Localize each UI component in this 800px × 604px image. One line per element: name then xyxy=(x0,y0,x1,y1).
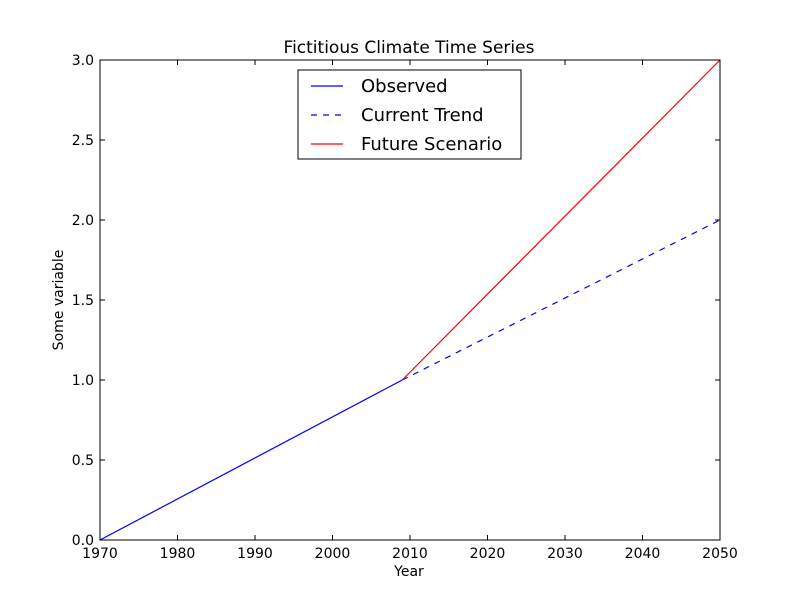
x-tick-label: 1980 xyxy=(160,546,196,562)
y-tick-label: 0.5 xyxy=(72,453,94,469)
x-tick-label: 2020 xyxy=(470,546,506,562)
x-tick-label: 1970 xyxy=(82,546,118,562)
y-axis: 0.0 0.5 1.0 1.5 2.0 2.5 3.0 xyxy=(72,53,720,549)
x-tick-label: 2040 xyxy=(625,546,661,562)
x-tick-label: 2000 xyxy=(315,546,351,562)
x-tick-label: 2030 xyxy=(547,546,583,562)
y-axis-label: Some variable xyxy=(51,250,67,351)
y-tick-label: 2.5 xyxy=(72,133,94,149)
y-tick-label: 1.5 xyxy=(72,293,94,309)
legend: Observed Current Trend Future Scenario xyxy=(297,69,522,160)
x-tick-label: 1990 xyxy=(237,546,273,562)
chart-title: Fictitious Climate Time Series xyxy=(284,38,535,58)
y-tick-label: 1.0 xyxy=(72,373,94,389)
series-line-future-scenario xyxy=(401,59,721,381)
x-axis-label: Year xyxy=(393,564,424,580)
y-tick-label: 3.0 xyxy=(72,53,94,69)
series-line-observed xyxy=(99,379,403,541)
y-tick-label: 2.0 xyxy=(72,213,94,229)
x-axis: 1970 1980 1990 2000 2010 2020 2030 2040 2050 xyxy=(82,60,738,562)
x-tick-label: 2010 xyxy=(392,546,428,562)
series-layer xyxy=(99,59,721,541)
legend-label: Future Scenario xyxy=(361,134,502,155)
y-tick-label: 0.0 xyxy=(72,533,94,549)
series-line-current-trend xyxy=(401,219,721,381)
legend-label: Observed xyxy=(361,76,448,97)
legend-label: Current Trend xyxy=(361,105,484,126)
x-tick-label: 2050 xyxy=(702,546,738,562)
